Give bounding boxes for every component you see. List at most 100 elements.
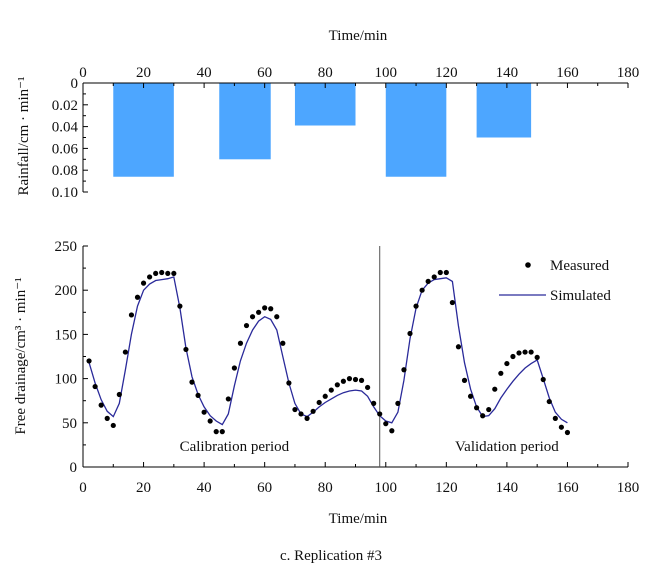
measured-point — [328, 387, 334, 393]
measured-point — [534, 354, 540, 360]
drainage-x-tick-labels: 0 20 40 60 80 100 120 140 160 180 — [79, 480, 639, 496]
measured-point — [358, 377, 365, 383]
measured-point — [540, 376, 546, 383]
measured-point — [134, 294, 141, 300]
measured-point — [510, 353, 516, 360]
measured-point — [407, 330, 413, 337]
drainage-y-tick-label: 50 — [62, 416, 77, 432]
measured-point — [395, 400, 401, 406]
rainfall-y-tick-label: 0.06 — [52, 141, 79, 157]
drainage-y-tick-label: 0 — [70, 460, 78, 476]
measured-point — [92, 383, 98, 390]
measured-point — [437, 269, 443, 276]
measured-point — [413, 303, 419, 309]
measured-point — [183, 346, 189, 353]
measured-point — [377, 411, 383, 417]
measured-point — [552, 415, 558, 421]
rainfall-y-tick-label: 0.10 — [52, 185, 78, 201]
drainage-x-tick-label: 120 — [435, 480, 458, 496]
drainage-x-tick-label: 60 — [257, 480, 272, 496]
measured-point — [340, 378, 346, 384]
measured-point — [474, 405, 480, 411]
rainfall-y-tick-label: 0 — [71, 76, 79, 92]
rainfall-x-tick-label: 80 — [318, 65, 333, 81]
measured-point — [352, 376, 359, 383]
rainfall-y-tick-label: 0.04 — [52, 120, 79, 136]
measured-point — [371, 400, 377, 406]
measured-point — [383, 421, 389, 427]
rainfall-x-tick-labels: 0 20 40 60 80 100 120 140 160 180 — [79, 65, 639, 81]
measured-point — [98, 402, 104, 408]
drainage-y-tick-label: 250 — [55, 239, 78, 255]
measured-point — [449, 299, 455, 306]
measured-point — [346, 376, 353, 382]
drainage-y-tick-labels: 0 50 100 150 200 250 — [55, 239, 78, 476]
measured-point — [86, 358, 92, 364]
drainage-x-tick-label: 40 — [197, 480, 212, 496]
rainfall-bar-5 — [476, 83, 532, 138]
measured-point — [153, 270, 159, 277]
measured-point — [237, 340, 244, 346]
measured-point — [225, 396, 231, 402]
drainage-y-tick-label: 100 — [55, 372, 78, 388]
measured-point — [171, 270, 177, 277]
drainage-x-tick-label: 140 — [496, 480, 519, 496]
measured-point — [256, 309, 262, 315]
measured-point — [213, 429, 219, 435]
rainfall-chart: Time/min 0 20 40 60 80 100 120 140 160 180 00.020… — [16, 28, 639, 201]
drainage-x-tick-label: 160 — [556, 480, 579, 496]
rainfall-x-axis-title: Time/min — [329, 28, 388, 44]
measured-point — [401, 367, 407, 373]
measured-point — [104, 415, 110, 421]
rainfall-x-tick-label: 100 — [375, 65, 398, 81]
validation-period-label: Validation period — [455, 439, 559, 455]
measured-point — [195, 392, 201, 398]
measured-point — [389, 428, 395, 434]
measured-point — [207, 418, 213, 424]
legend-measured-label: Measured — [550, 258, 610, 274]
drainage-y-axis-title: Free drainage/cm³ · min⁻¹ — [13, 277, 29, 434]
measured-point — [122, 349, 128, 355]
measured-point — [286, 380, 292, 386]
measured-point — [249, 314, 256, 320]
measured-point — [274, 314, 280, 320]
rainfall-x-tick-label: 160 — [556, 65, 579, 81]
rainfall-x-tick-label: 60 — [257, 65, 272, 81]
rainfall-x-tick-label: 0 — [79, 65, 87, 81]
measured-point — [461, 377, 468, 383]
drainage-axes — [82, 245, 629, 468]
measured-point — [558, 424, 564, 430]
rainfall-x-tick-label: 40 — [197, 65, 212, 81]
measured-point — [201, 409, 207, 415]
measured-point — [140, 280, 147, 286]
measured-point — [316, 399, 322, 406]
measured-point — [262, 305, 268, 311]
measured-point — [110, 422, 116, 429]
rainfall-y-tick-label: 0.02 — [52, 98, 78, 114]
measured-point — [516, 350, 522, 356]
drainage-x-tick-label: 100 — [375, 480, 398, 496]
measured-point — [268, 306, 274, 312]
measured-point — [504, 360, 510, 367]
measured-point — [165, 270, 171, 277]
rainfall-bars — [113, 83, 532, 177]
rainfall-axes — [82, 82, 629, 193]
rainfall-bar-4 — [385, 83, 447, 177]
rainfall-bar-2 — [219, 83, 271, 160]
measured-point — [492, 386, 498, 392]
measured-point — [528, 349, 534, 355]
measured-point — [310, 408, 316, 414]
drainage-y-tick-label: 150 — [55, 327, 78, 343]
measured-point — [431, 274, 437, 280]
drainage-x-tick-label: 80 — [318, 480, 333, 496]
rainfall-y-tick-labels: 0 0.02 0.04 0.06 0.08 0.10 — [52, 76, 79, 201]
measured-point — [467, 393, 474, 399]
figure-caption: c. Replication #3 — [280, 548, 382, 564]
measured-point — [147, 274, 153, 280]
measured-point — [304, 415, 310, 421]
measured-point — [334, 382, 340, 388]
measured-point — [546, 398, 552, 405]
measured-point — [522, 349, 528, 355]
drainage-y-tick-label: 200 — [55, 283, 78, 299]
legend-measured-marker — [525, 262, 531, 268]
